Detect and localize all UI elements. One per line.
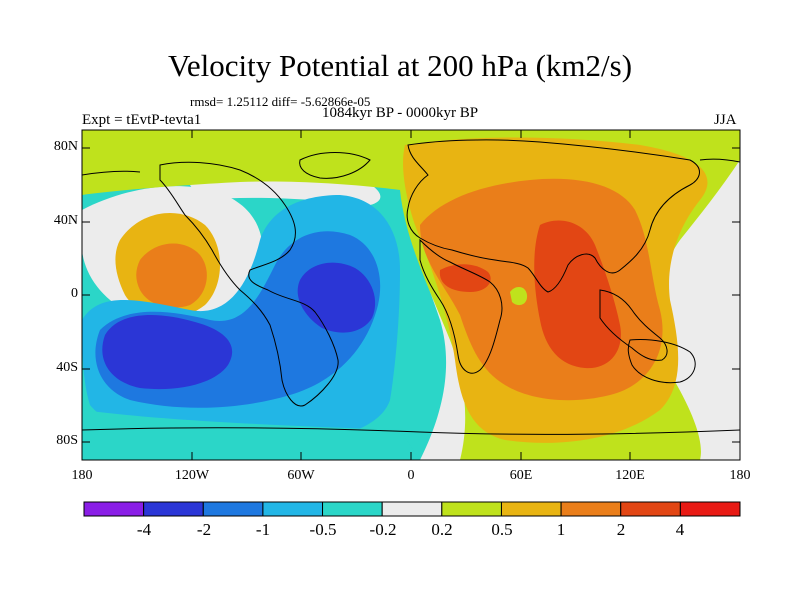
colorbar-label: -0.5: [309, 520, 337, 539]
y-tick-label: 40N: [53, 213, 78, 228]
colorbar-swatch: [500, 501, 562, 517]
colorbar-label: -4: [136, 520, 152, 539]
field-south-band: [82, 410, 420, 460]
y-tick-label: 80S: [56, 433, 78, 448]
colorbar-swatch: [381, 501, 443, 517]
y-tick-label: 80N: [53, 139, 78, 154]
y-axis-ticks: [82, 147, 740, 443]
colorbar: [83, 501, 741, 517]
colorbar-swatch: [620, 501, 681, 517]
x-tick-label: 180: [71, 468, 93, 483]
colorbar-label: 0.5: [491, 520, 513, 539]
stats-line: rmsd= 1.25112 diff= -5.62866e-05: [190, 94, 371, 109]
season-label: JJA: [714, 112, 737, 128]
velocity-potential-field: [82, 130, 740, 460]
colorbar-swatch: [262, 501, 324, 517]
colorbar-swatch: [143, 501, 204, 517]
x-axis-ticks: [81, 130, 741, 460]
field-neg3-west: [102, 315, 233, 390]
experiment-label: Expt = tEvtP-tevta1: [82, 112, 202, 128]
period-label: 1084kyr BP - 0000kyr BP: [322, 105, 479, 121]
colorbar-label: -1: [255, 520, 271, 539]
colorbar-label: -0.2: [369, 520, 397, 539]
colorbar-swatch: [83, 501, 145, 517]
colorbar-swatch: [679, 501, 741, 517]
colorbar-swatch: [441, 501, 502, 517]
x-tick-label: 0: [407, 468, 415, 483]
y-tick-label: 0: [71, 286, 78, 301]
colorbar-swatch: [202, 501, 264, 517]
field-pos4: [534, 220, 621, 369]
colorbar-label: 2: [616, 520, 626, 539]
colorbar-label: 1: [556, 520, 566, 539]
colorbar-label: 0.2: [431, 520, 453, 539]
field-pos1: [82, 130, 400, 195]
colorbar-label: -2: [196, 520, 212, 539]
colorbar-label: 4: [675, 520, 685, 539]
field-pos4-small: [439, 264, 491, 292]
field-neutral-spot: [510, 286, 528, 306]
map-title: Velocity Potential at 200 hPa (km2/s): [167, 48, 633, 83]
x-tick-label: 120W: [174, 468, 210, 483]
x-tick-label: 60W: [287, 468, 315, 483]
field-pos3-west: [136, 243, 207, 308]
x-tick-label: 120E: [615, 468, 645, 483]
colorbar-swatch: [560, 501, 622, 517]
x-tick-label: 180: [729, 468, 751, 483]
coastlines: [82, 139, 740, 435]
x-tick-label: 60E: [509, 468, 533, 483]
y-tick-label: 40S: [56, 360, 78, 375]
colorbar-swatch: [322, 501, 383, 517]
